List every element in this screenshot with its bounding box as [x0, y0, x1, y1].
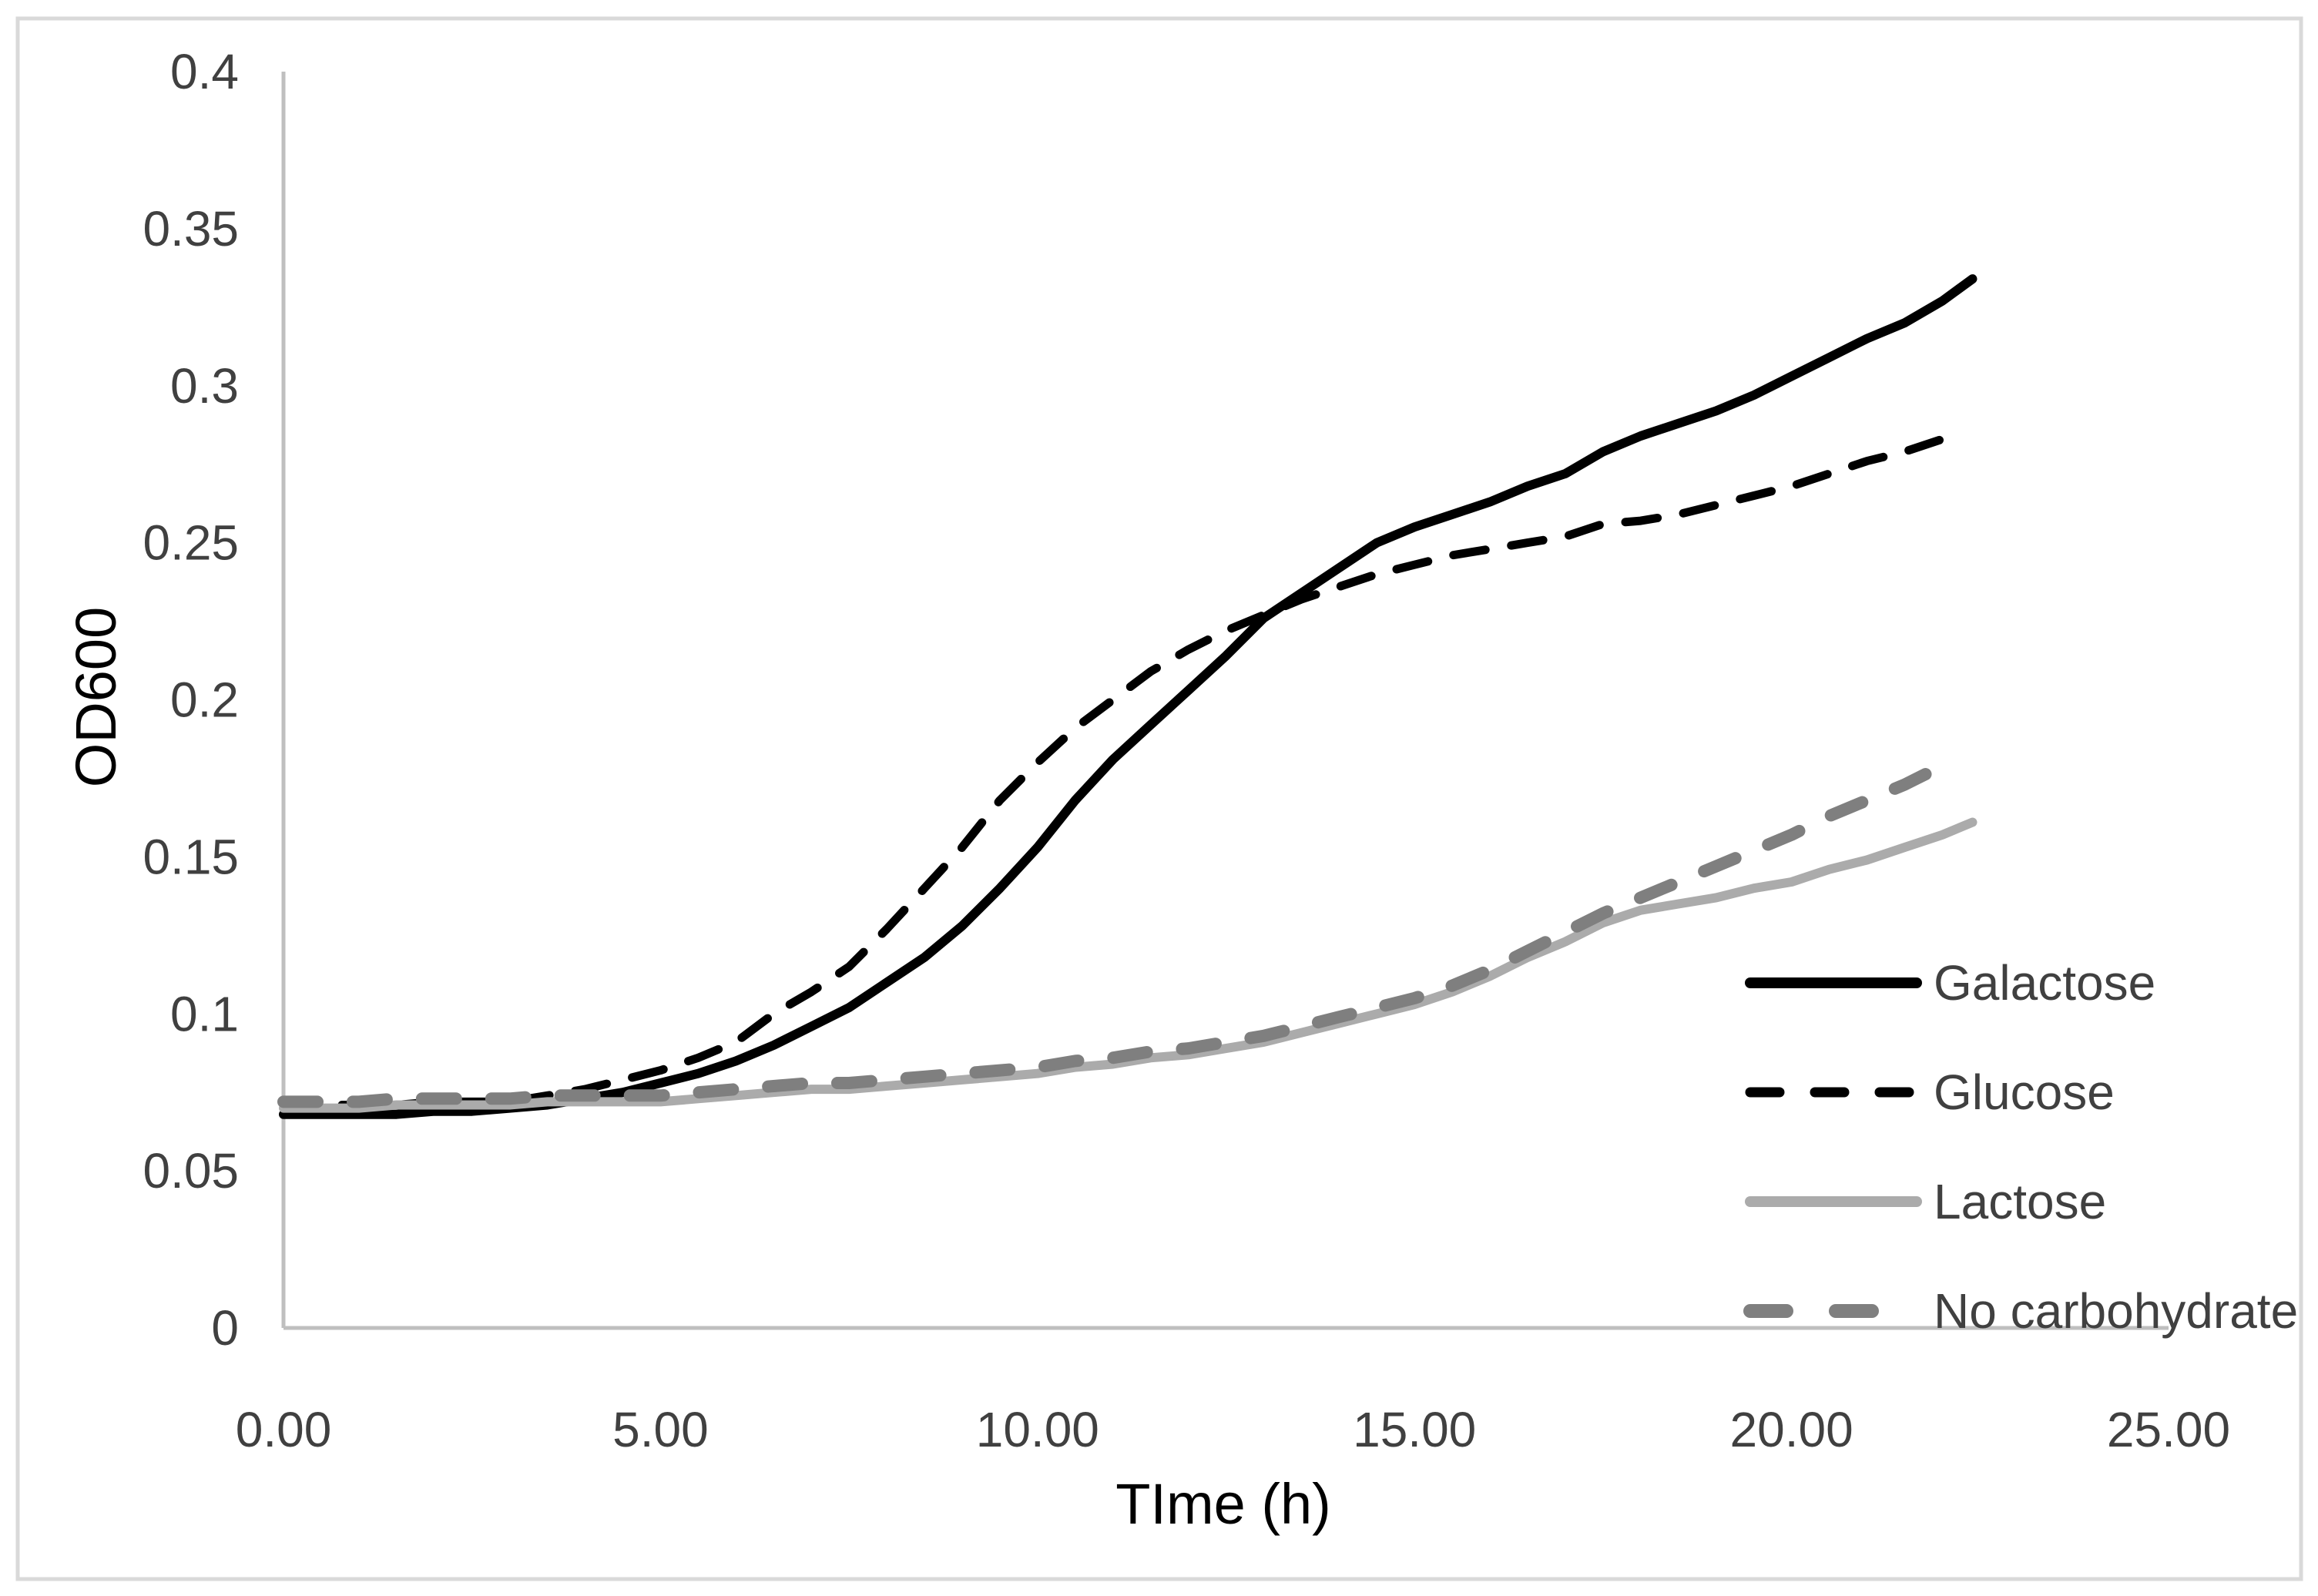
series-lines — [277, 274, 1978, 1119]
series-no-carbohydrate-line — [277, 749, 1960, 1108]
legend-label: Lactose — [1934, 1174, 2106, 1229]
y-axis-tick-labels: 0 0.05 0.1 0.15 0.2 0.25 0.3 0.35 0.4 — [143, 44, 239, 1356]
y-tick-label: 0.35 — [143, 201, 239, 256]
y-tick-label: 0.2 — [170, 672, 239, 728]
x-tick-label: 0.00 — [236, 1402, 332, 1457]
y-tick-label: 0.3 — [170, 358, 239, 414]
x-tick-label: 10.00 — [976, 1402, 1099, 1457]
y-tick-label: 0.4 — [170, 44, 239, 99]
legend-item-lactose: Lactose — [1745, 1174, 2106, 1229]
legend: Galactose Glucose Lactose No carbohydrate — [1743, 955, 2298, 1339]
series-glucose-line — [279, 428, 1954, 1109]
x-tick-label: 5.00 — [612, 1402, 709, 1457]
legend-item-glucose: Glucose — [1745, 1065, 2115, 1120]
y-tick-label: 0.25 — [143, 515, 239, 571]
y-tick-label: 0.1 — [170, 986, 239, 1041]
legend-label: Galactose — [1934, 955, 2155, 1011]
y-axis-title: OD600 — [64, 607, 128, 787]
x-tick-label: 15.00 — [1353, 1402, 1476, 1457]
legend-label: Glucose — [1934, 1065, 2115, 1120]
legend-item-galactose: Galactose — [1745, 955, 2155, 1011]
x-tick-label: 25.00 — [2107, 1402, 2230, 1457]
x-tick-label: 20.00 — [1730, 1402, 1853, 1457]
series-lactose-line — [279, 817, 1978, 1113]
legend-label: No carbohydrate — [1934, 1283, 2298, 1339]
y-tick-label: 0.05 — [143, 1143, 239, 1199]
y-tick-label: 0 — [211, 1300, 239, 1356]
legend-item-no-carbohydrate: No carbohydrate — [1743, 1283, 2298, 1339]
x-axis-tick-labels: 0.00 5.00 10.00 15.00 20.00 25.00 — [236, 1402, 2230, 1457]
x-axis-title: TIme (h) — [1115, 1472, 1331, 1536]
y-tick-label: 0.15 — [143, 829, 239, 884]
figure-border — [15, 16, 2303, 1581]
series-galactose-line — [279, 274, 1978, 1119]
